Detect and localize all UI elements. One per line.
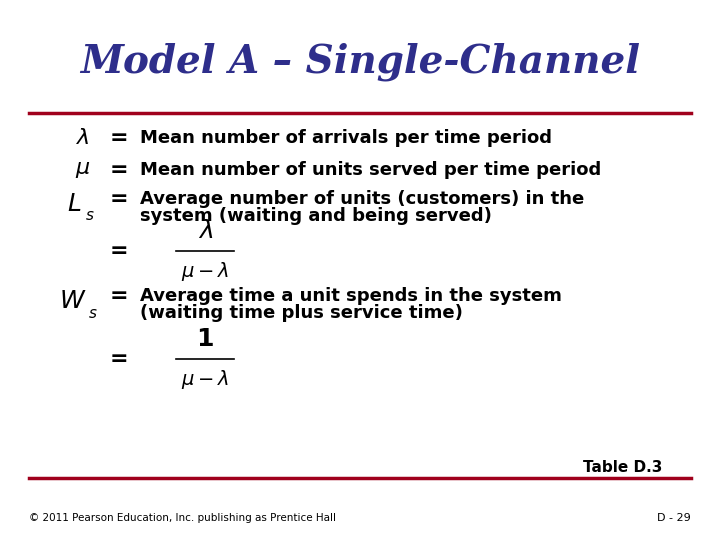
Text: $L$: $L$ bbox=[67, 192, 81, 216]
Text: $\lambda$: $\lambda$ bbox=[197, 219, 213, 242]
Text: $\mu$: $\mu$ bbox=[75, 160, 91, 180]
Text: Model A – Single-Channel: Model A – Single-Channel bbox=[80, 43, 640, 82]
Text: =: = bbox=[109, 286, 128, 306]
Text: Average number of units (customers) in the: Average number of units (customers) in t… bbox=[140, 190, 585, 208]
Text: system (waiting and being served): system (waiting and being served) bbox=[140, 207, 492, 225]
Text: Mean number of arrivals per time period: Mean number of arrivals per time period bbox=[140, 129, 552, 147]
Text: $W$: $W$ bbox=[59, 289, 86, 313]
Text: =: = bbox=[109, 241, 128, 261]
Text: =: = bbox=[109, 127, 128, 148]
Text: $\mu - \lambda$: $\mu - \lambda$ bbox=[181, 260, 229, 283]
Text: $s$: $s$ bbox=[85, 208, 95, 224]
Text: =: = bbox=[109, 349, 128, 369]
Text: (waiting time plus service time): (waiting time plus service time) bbox=[140, 304, 463, 322]
Text: Average time a unit spends in the system: Average time a unit spends in the system bbox=[140, 287, 562, 305]
Text: © 2011 Pearson Education, Inc. publishing as Prentice Hall: © 2011 Pearson Education, Inc. publishin… bbox=[29, 514, 336, 523]
Text: Mean number of units served per time period: Mean number of units served per time per… bbox=[140, 161, 602, 179]
Text: =: = bbox=[109, 188, 128, 209]
Text: $\lambda$: $\lambda$ bbox=[76, 127, 90, 148]
Text: =: = bbox=[109, 160, 128, 180]
Text: $s$: $s$ bbox=[88, 306, 98, 321]
Text: Table D.3: Table D.3 bbox=[583, 460, 662, 475]
Text: D - 29: D - 29 bbox=[657, 514, 691, 523]
Text: 1: 1 bbox=[197, 327, 214, 350]
Text: $\mu - \lambda$: $\mu - \lambda$ bbox=[181, 368, 229, 391]
